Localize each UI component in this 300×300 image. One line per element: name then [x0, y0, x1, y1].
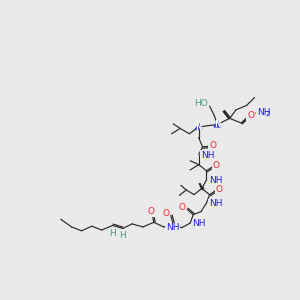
Text: N: N: [196, 123, 202, 132]
Text: O: O: [212, 161, 219, 170]
Text: H: H: [119, 231, 126, 240]
Text: HO: HO: [194, 99, 208, 108]
Text: NH: NH: [258, 108, 271, 117]
Text: NH: NH: [201, 151, 214, 160]
Text: N: N: [214, 120, 220, 129]
Text: NH: NH: [193, 219, 206, 228]
Text: O: O: [215, 185, 222, 194]
Polygon shape: [214, 122, 220, 127]
Text: O: O: [148, 207, 155, 216]
Text: O: O: [209, 141, 216, 150]
Text: O: O: [162, 209, 169, 218]
Text: O: O: [247, 111, 254, 120]
Text: NH: NH: [209, 200, 222, 208]
Text: 2: 2: [266, 111, 270, 117]
Text: NH: NH: [166, 223, 180, 232]
Text: O: O: [178, 203, 185, 212]
Text: NH: NH: [209, 176, 222, 185]
Polygon shape: [196, 124, 202, 129]
Text: H: H: [109, 229, 116, 238]
